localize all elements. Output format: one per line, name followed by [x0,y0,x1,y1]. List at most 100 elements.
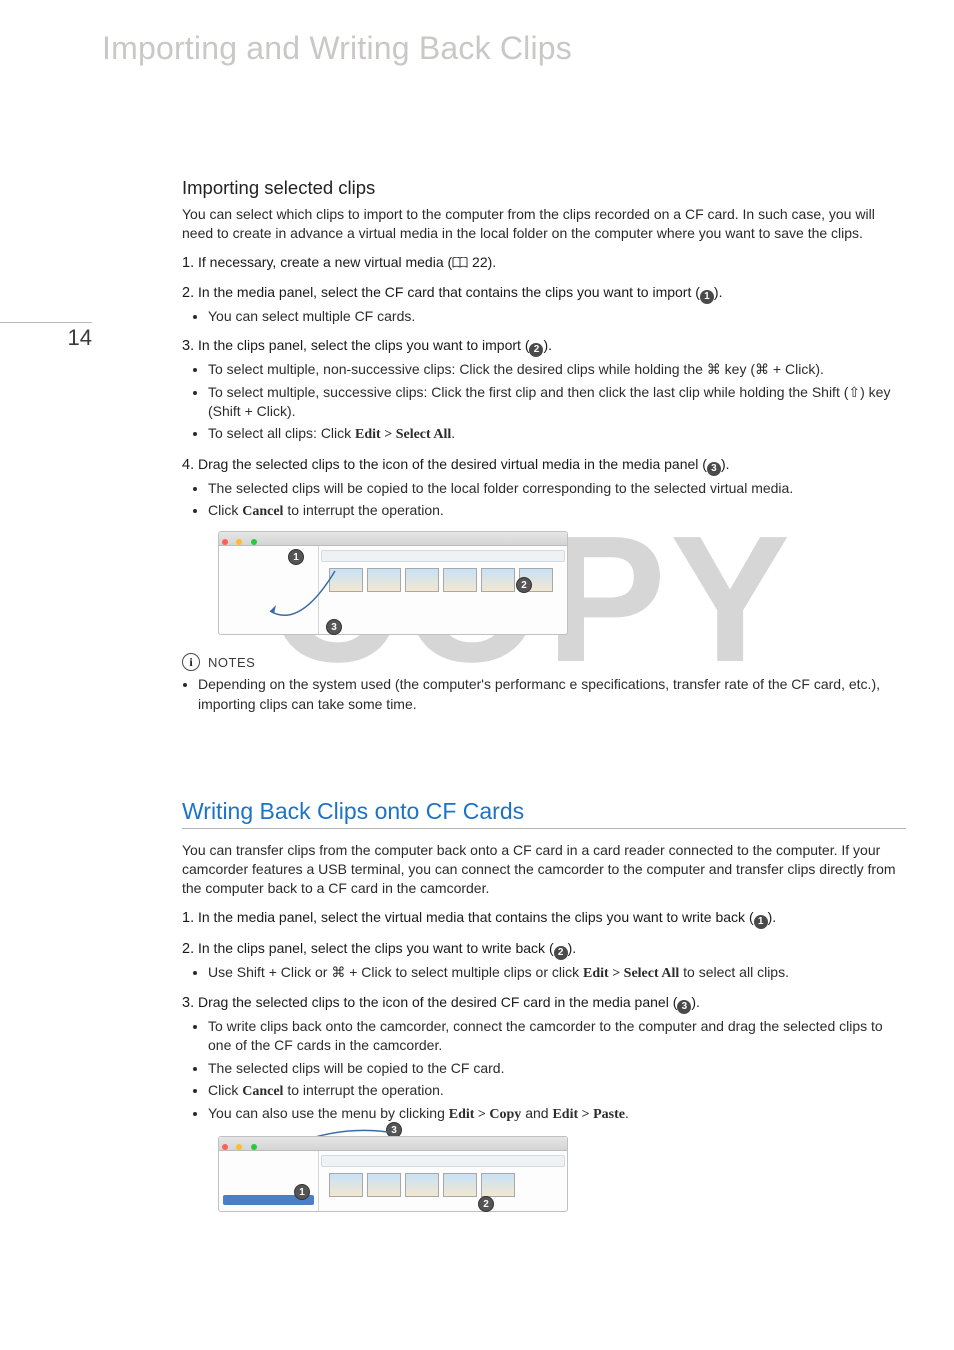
sub-text: Use Shift + Click or [208,964,331,980]
importing-intro: You can select which clips to import to … [182,205,906,243]
clip-thumb [367,1173,401,1197]
sub-text: To select multiple, non-successive clips… [208,361,707,377]
step-text: ). [714,284,723,300]
sub-text: key ( [721,361,755,377]
traffic-light-min-icon [236,1144,242,1150]
sub-item: You can select multiple CF cards. [208,307,906,326]
traffic-light-zoom-icon [251,539,257,545]
callout-ref-1: 1 [754,915,768,929]
sub-item: To write clips back onto the camcorder, … [208,1017,906,1056]
notes-list: Depending on the system used (the comput… [182,675,906,714]
note-item: Depending on the system used (the comput… [198,675,906,714]
screenshot-frame [218,1136,568,1212]
step-number: 4. [182,457,194,473]
step-text: 22). [468,254,496,270]
step-text: Drag the selected clips to the icon of t… [198,994,677,1010]
screenshot-toolbar [321,550,565,562]
screenshot-titlebar [219,532,567,546]
shift-key-icon: ⇧ [848,384,860,400]
clip-thumb [481,568,515,592]
screenshot-sidebar [219,546,319,634]
callout-ref-2: 2 [554,946,568,960]
writing-intro: You can transfer clips from the computer… [182,841,906,898]
step-text: In the clips panel, select the clips you… [198,337,530,353]
step-text: ). [768,909,777,925]
importing-step-1: 1. If necessary, create a new virtual me… [182,253,906,273]
screenshot-toolbar [321,1155,565,1167]
sub-item: To select multiple, non-successive clips… [208,360,906,379]
content: Importing selected clips You can select … [102,177,906,1212]
notes-header: i NOTES [182,653,906,671]
sub-text: to interrupt the operation. [283,1082,443,1098]
sub-text: and [521,1105,552,1121]
step-number: 3. [182,995,194,1011]
writing-step-2: 2. In the clips panel, select the clips … [182,939,906,983]
screenshot-sidebar [219,1151,319,1211]
step-number: 1. [182,255,194,271]
step-text: In the media panel, select the CF card t… [198,284,700,300]
importing-step-2: 2. In the media panel, select the CF car… [182,283,906,326]
traffic-light-close-icon [222,539,228,545]
info-icon: i [182,653,200,671]
sub-item: Click Cancel to interrupt the operation. [208,501,906,521]
step-number: 2. [182,285,194,301]
button-label: Cancel [242,504,283,519]
step-number: 2. [182,941,194,957]
clip-thumb [405,568,439,592]
traffic-light-min-icon [236,539,242,545]
importing-step-3: 3. In the clips panel, select the clips … [182,336,906,444]
command-key-icon: ⌘ [331,964,345,980]
writing-steps: 1. In the media panel, select the virtua… [182,908,906,1125]
writing-heading: Writing Back Clips onto CF Cards [182,798,906,829]
sub-text: You can also use the menu by clicking [208,1105,449,1121]
menu-path: Edit > Select All [355,427,451,442]
menu-path: Edit > Copy [449,1107,522,1122]
callout-ref-2: 2 [529,343,543,357]
sub-item: To select all clips: Click Edit > Select… [208,424,906,444]
screenshot-writeback: 3 [218,1136,568,1212]
clip-thumb [329,1173,363,1197]
screenshot-thumbs [329,1173,515,1197]
callout-ref-3: 3 [677,1000,691,1014]
step-text: In the clips panel, select the clips you… [198,940,554,956]
clip-thumb [367,568,401,592]
menu-path: Edit > Paste [552,1107,625,1122]
page-number-box: 14 [0,322,102,351]
callout-ref-3: 3 [707,462,721,476]
step4-sublist: The selected clips will be copied to the… [182,479,906,522]
traffic-light-zoom-icon [251,1144,257,1150]
sub-text: + Click to select multiple clips or clic… [345,964,583,980]
callout-ref-1: 1 [700,290,714,304]
clip-thumb [329,568,363,592]
clip-thumb [405,1173,439,1197]
sub-text: . [625,1105,629,1121]
command-key-icon: ⌘ [755,361,769,377]
sub-item: Click Cancel to interrupt the operation. [208,1081,906,1101]
sub-item: The selected clips will be copied to the… [208,479,906,498]
sub-text: Click [208,1082,242,1098]
step2-sublist: Use Shift + Click or ⌘ + Click to select… [182,963,906,983]
sub-item: To select multiple, successive clips: Cl… [208,383,906,422]
clip-thumb [443,568,477,592]
sub-text: To select all clips: Click [208,425,355,441]
screenshot-titlebar [219,1137,567,1151]
chapter-title: Importing and Writing Back Clips [102,30,906,67]
sub-text: Click [208,502,242,518]
step-text: Drag the selected clips to the icon of t… [198,456,707,472]
step3-sublist: To select multiple, non-successive clips… [182,360,906,444]
clip-thumb [481,1173,515,1197]
page-number: 14 [68,325,92,350]
step-text: If necessary, create a new virtual media… [198,254,452,270]
book-icon [452,257,468,269]
step-text: ). [721,456,730,472]
step2-sublist: You can select multiple CF cards. [182,307,906,326]
step3-sublist: To write clips back onto the camcorder, … [182,1017,906,1125]
sub-text: + Click). [769,361,824,377]
step-text: In the media panel, select the virtual m… [198,909,754,925]
sub-text: to select all clips. [679,964,789,980]
clip-thumb [443,1173,477,1197]
sub-text: to interrupt the operation. [283,502,443,518]
step-number: 3. [182,338,194,354]
screenshot-import: 1 2 3 [218,531,568,635]
sub-item: The selected clips will be copied to the… [208,1059,906,1078]
